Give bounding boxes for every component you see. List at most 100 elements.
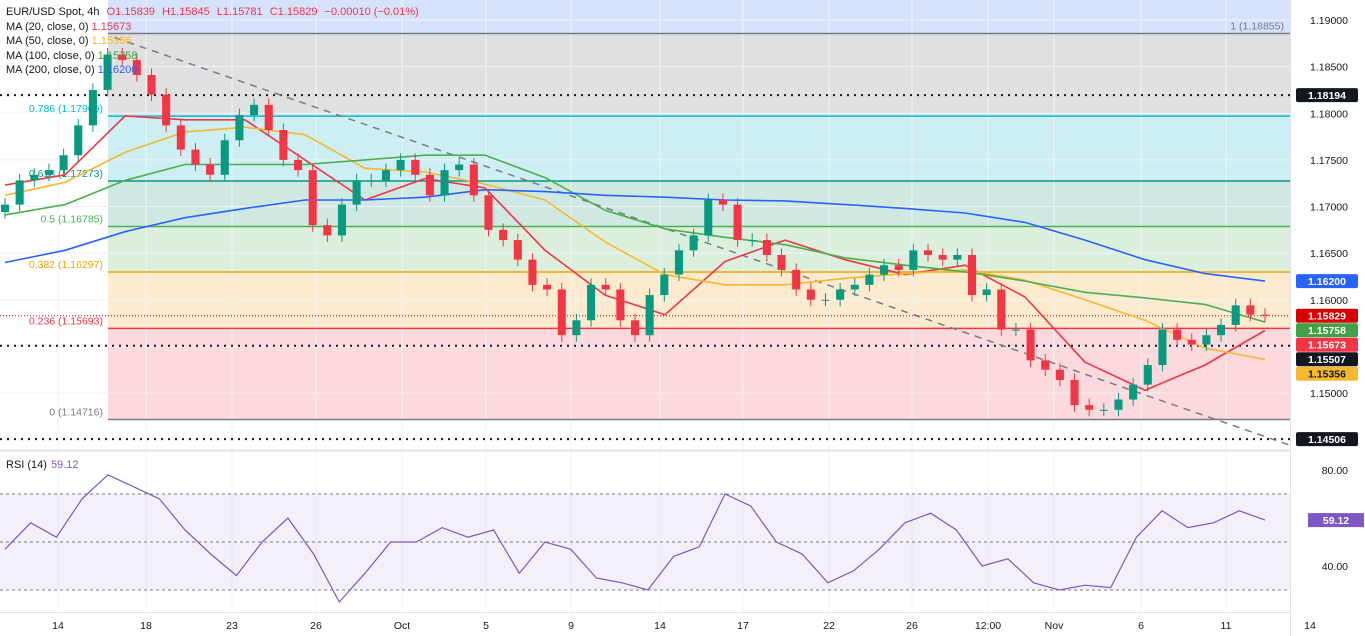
legend-ma200[interactable]: MA (200, close, 0) 1.16200 xyxy=(6,63,419,78)
price-badge-label: 1.18194 xyxy=(1308,90,1346,102)
rsi-legend[interactable]: RSI (14) 59.12 xyxy=(6,459,79,471)
time-axis-label: 23 xyxy=(226,620,238,632)
price-axis-label: 1.15000 xyxy=(1310,388,1348,400)
time-axis-label: 14 xyxy=(1304,620,1316,632)
candle-body xyxy=(220,140,229,175)
ma50-label: MA (50, close, 0) xyxy=(6,35,89,47)
candle-body xyxy=(44,170,53,175)
price-badge: 1.15356 xyxy=(1296,366,1358,381)
price-badge-bg xyxy=(1296,352,1358,367)
candle-body xyxy=(293,159,303,171)
candle-body xyxy=(381,170,390,181)
candle-body xyxy=(1202,335,1211,345)
price-badge-label: 1.16200 xyxy=(1308,276,1346,288)
candle-body xyxy=(74,125,83,156)
fib-zone-0.618 xyxy=(108,181,1290,227)
candle-body xyxy=(1129,384,1138,400)
time-axis-label: 17 xyxy=(737,620,749,632)
price-badge-bg xyxy=(1296,323,1358,338)
candle-body xyxy=(323,225,332,236)
price-axis-label: 1.18500 xyxy=(1310,62,1348,74)
candle-body xyxy=(909,250,918,270)
price-axis-label: 1.18000 xyxy=(1310,108,1348,120)
candle-body xyxy=(337,204,347,236)
fib-level-label: 0.786 (1.17969) xyxy=(29,103,103,115)
candle-body xyxy=(587,284,596,321)
low-value: L1.15781 xyxy=(216,6,263,18)
candle-body xyxy=(923,250,933,255)
price-axis-label: 1.16500 xyxy=(1310,248,1348,260)
time-axis-label: Oct xyxy=(394,620,410,632)
symbol-label[interactable]: EUR/USD Spot, 4h xyxy=(6,6,100,18)
candle-body xyxy=(264,104,273,131)
price-badge: 1.14506 xyxy=(1296,432,1358,447)
ma-line-50 xyxy=(4,126,1266,361)
candle-body xyxy=(616,289,625,321)
candles xyxy=(0,47,1270,417)
time-axis-label: Nov xyxy=(1045,620,1064,632)
close-value: C1.15829 xyxy=(269,6,318,18)
candle-body xyxy=(543,284,552,290)
candle-body xyxy=(762,240,771,255)
candle-body xyxy=(455,164,464,171)
candle-body xyxy=(1026,329,1035,361)
rsi-value-badge: 59.12 xyxy=(1308,513,1364,528)
time-axis-label: 11 xyxy=(1221,620,1232,632)
candle-body xyxy=(367,180,376,182)
legend-ma20[interactable]: MA (20, close, 0) 1.15673 xyxy=(6,20,419,35)
candle-body xyxy=(674,250,683,275)
price-badge: 1.15673 xyxy=(1296,337,1358,352)
rsi-axis-label: 80.00 xyxy=(1322,465,1348,477)
candle-body xyxy=(601,284,610,290)
candle-body xyxy=(748,240,757,242)
candle-body xyxy=(499,229,508,241)
ma-line-100 xyxy=(4,154,1266,323)
candle-body xyxy=(118,54,127,61)
rsi-value: 59.12 xyxy=(50,459,79,471)
candle-body xyxy=(982,289,991,296)
ma200-label: MA (200, close, 0) xyxy=(6,64,95,76)
candle-body xyxy=(821,299,830,301)
price-badge-bg xyxy=(1296,88,1358,103)
time-axis-label: 22 xyxy=(823,620,835,632)
candle-body xyxy=(938,254,947,260)
candle-body xyxy=(894,265,903,270)
candle-body xyxy=(30,174,39,181)
time-axis-label: 5 xyxy=(483,620,489,632)
candle-body xyxy=(250,104,259,116)
high-value: H1.15845 xyxy=(162,6,210,18)
symbol-ohlc-row[interactable]: EUR/USD Spot, 4h O1.15839 H1.15845 L1.15… xyxy=(6,5,419,20)
candle-body xyxy=(997,289,1006,330)
candle-body xyxy=(1246,305,1255,315)
candle-body xyxy=(792,269,801,290)
time-axis-label: 14 xyxy=(52,620,64,632)
time-axis-label: 6 xyxy=(1138,620,1144,632)
candle-body xyxy=(235,115,244,141)
candle-body xyxy=(1099,409,1108,411)
rsi-label: RSI (14) xyxy=(6,459,47,471)
candle-body xyxy=(15,180,24,205)
legend-ma50[interactable]: MA (50, close, 0) 1.15356 xyxy=(6,34,419,49)
candle-body xyxy=(880,265,889,275)
time-axis-label: 12:00 xyxy=(975,620,1001,632)
candle-body xyxy=(1231,305,1240,325)
candle-body xyxy=(850,284,859,290)
candle-body xyxy=(176,125,185,150)
candle-body xyxy=(88,89,97,126)
time-axis-label: 26 xyxy=(310,620,322,632)
candle-body xyxy=(132,60,141,76)
candle-body xyxy=(279,130,288,160)
legend-ma100[interactable]: MA (100, close, 0) 1.15758 xyxy=(6,49,419,64)
ma20-value: 1.15673 xyxy=(91,20,132,33)
price-badge: 1.15829 xyxy=(1296,308,1358,323)
price-badge-label: 1.15829 xyxy=(1308,311,1346,323)
fib-level-label: 0 (1.14716) xyxy=(49,406,103,418)
candle-body xyxy=(733,204,742,241)
fib-level-label: 0.5 (1.16785) xyxy=(41,214,103,226)
candle-body xyxy=(836,289,845,300)
candle-body xyxy=(308,170,317,226)
time-axis-label: 26 xyxy=(906,620,918,632)
ma20-label: MA (20, close, 0) xyxy=(6,20,89,33)
